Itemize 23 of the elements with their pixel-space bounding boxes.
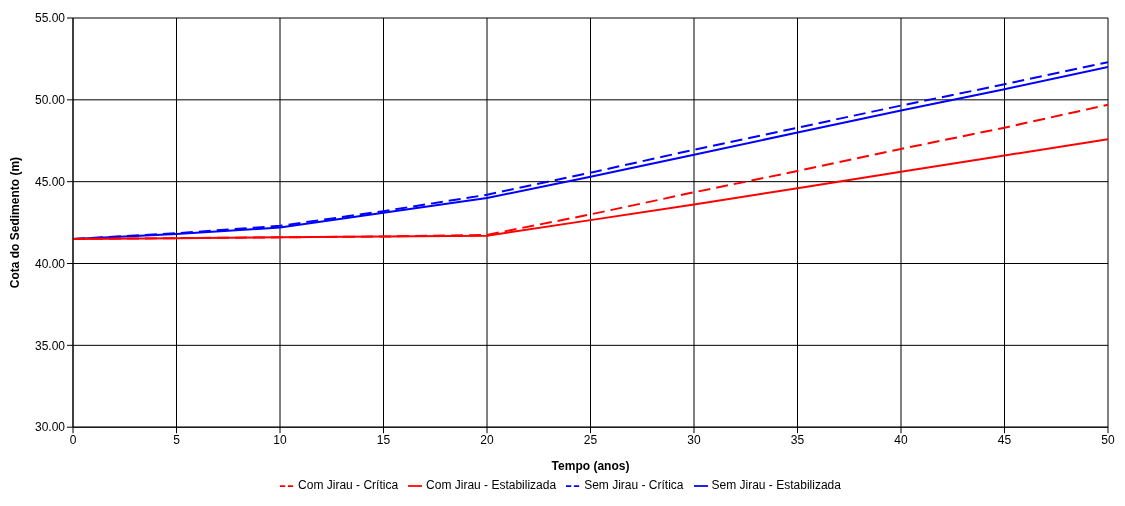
x-tick-label: 50 [1101,432,1115,447]
y-tick-label: 40.00 [34,256,66,271]
x-tick-label: 25 [583,432,598,447]
x-tick-label: 10 [273,432,287,447]
legend-label: Com Jirau - Estabilizada [426,478,557,493]
x-tick-label: 15 [376,432,391,447]
x-tick-label: 30 [687,432,701,447]
y-tick-label: 45.00 [34,174,66,189]
x-tick-label: 5 [173,432,181,447]
x-tick-label: 45 [997,432,1012,447]
legend-label: Sem Jirau - Crítica [584,478,684,493]
y-tick-label: 30.00 [34,420,66,435]
x-tick-label: 40 [894,432,908,447]
x-axis-title: Tempo (anos) [551,459,630,474]
x-tick-label: 35 [790,432,805,447]
y-axis-title: Cota do Sedimento (m) [8,156,23,289]
x-tick-label: 20 [480,432,494,447]
y-tick-label: 55.00 [34,11,66,26]
y-tick-label: 50.00 [34,93,66,108]
y-tick-label: 35.00 [34,338,66,353]
legend-label: Com Jirau - Crítica [298,478,399,493]
x-tick-label: 0 [69,432,77,447]
legend-label: Sem Jirau - Estabilizada [711,478,841,493]
